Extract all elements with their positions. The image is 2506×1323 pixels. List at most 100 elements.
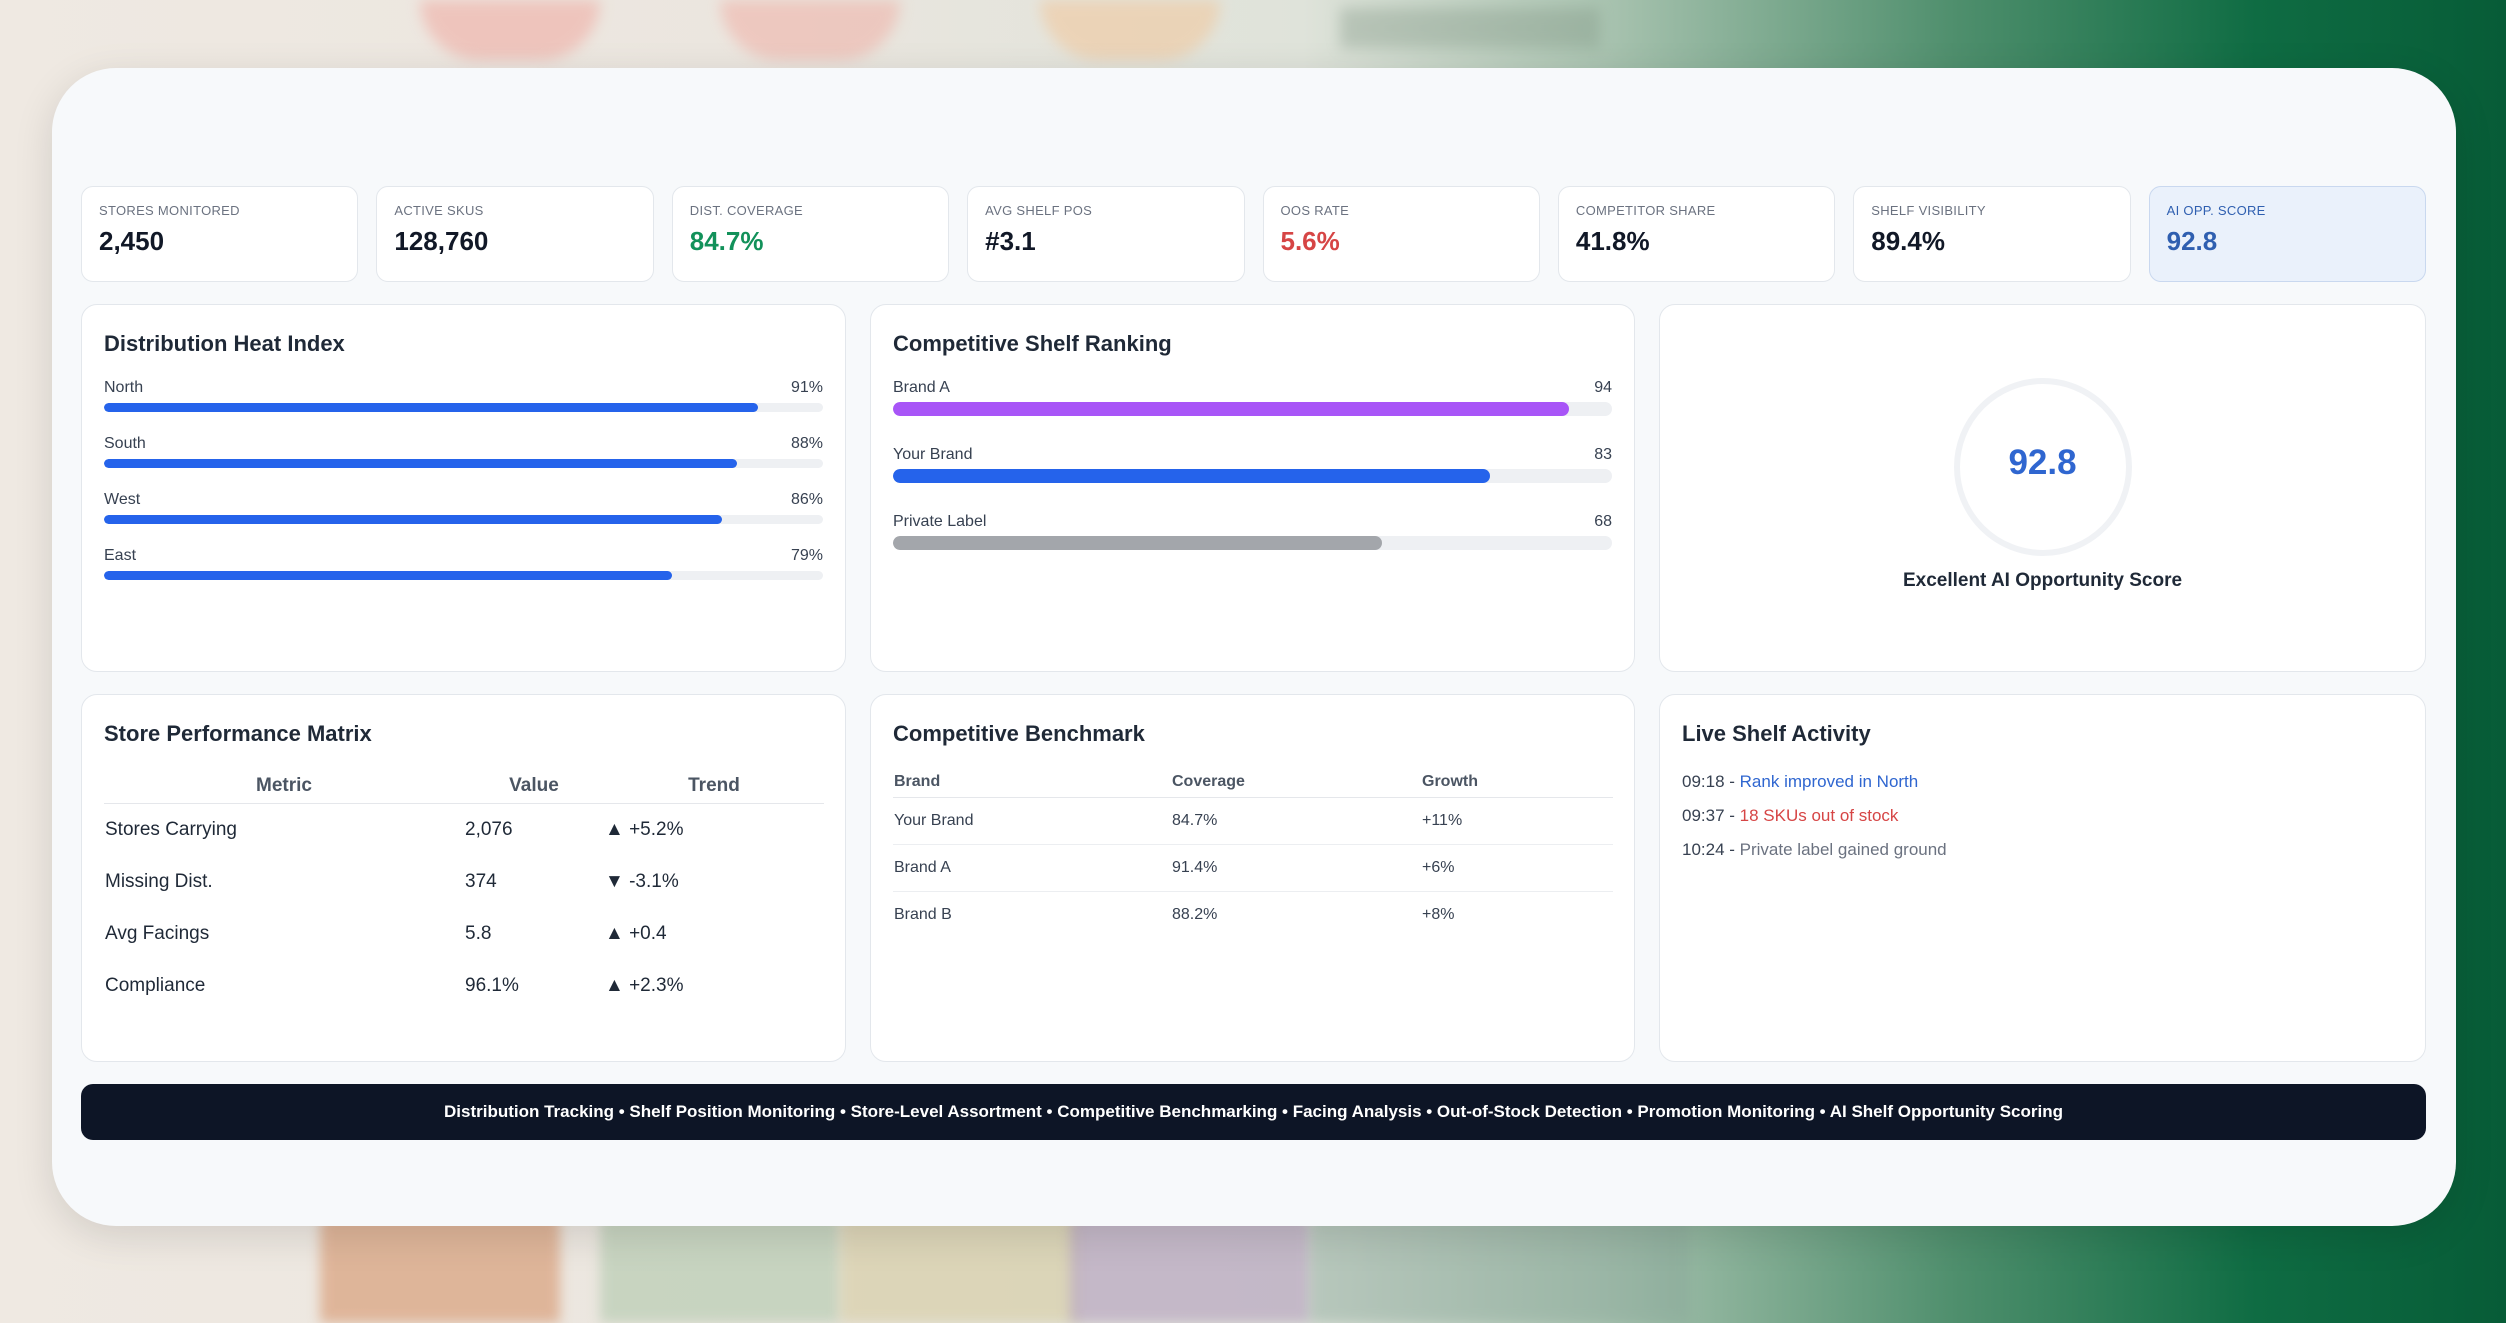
progress-track [104,571,823,580]
distribution-row: West 86% [104,491,823,531]
kpi-value: 92.8 [2166,226,2218,256]
table-row[interactable]: Missing Dist. 374 ▼ -3.1% [104,856,824,908]
progress-fill [104,403,759,412]
activity-item[interactable]: 09:18 - Rank improved in North [1682,772,1919,791]
panel-title: Competitive Shelf Ranking [893,331,1172,356]
column-header: Trend [604,769,824,804]
kpi-avg-shelf-pos[interactable]: AVG SHELF POS #3.1 [967,186,1245,282]
table-row[interactable]: Avg Facings 5.8 ▲ +0.4 [104,908,824,960]
panel-title: Store Performance Matrix [104,721,372,746]
kpi-label: AVG SHELF POS [985,203,1093,218]
metric-trend: ▲ +0.4 [605,923,667,944]
brand-growth: +11% [1421,797,1613,845]
activity-text: Private label gained ground [1739,840,1947,859]
score-caption: Excellent AI Opportunity Score [1902,570,2183,591]
table-row[interactable]: Brand A 91.4% +6% [893,844,1613,892]
metric-value: 374 [465,871,497,892]
feature-list: Distribution Tracking • Shelf Position M… [444,1102,2063,1121]
region-value: 86% [790,491,823,508]
kpi-value: 41.8% [1575,226,1650,256]
kpi-value: 128,760 [394,226,489,256]
brand-label: Your Brand [893,446,973,463]
kpi-shelf-visibility[interactable]: SHELF VISIBILITY 89.4% [1853,186,2131,282]
activity-time: 09:18 [1682,772,1725,791]
table-row[interactable]: Stores Carrying 2,076 ▲ +5.2% [104,804,824,857]
store-performance-matrix-panel: Store Performance Matrix Metric Value Tr… [81,694,846,1062]
kpi-value: 2,450 [99,226,165,256]
brand-label: Private Label [893,513,987,530]
table-row[interactable]: Your Brand 84.7% +11% [893,797,1613,845]
brand-name: Your Brand [893,797,1171,845]
activity-time: 09:37 [1682,806,1725,825]
activity-item[interactable]: 10:24 - Private label gained ground [1682,840,1947,859]
activity-text: 18 SKUs out of stock [1739,806,1899,825]
kpi-label: AI OPP. SCORE [2166,203,2266,218]
kpi-label: STORES MONITORED [99,203,240,218]
region-label: West [104,491,141,508]
table-row[interactable]: Compliance 96.1% ▲ +2.3% [104,960,824,1012]
panel-title: Distribution Heat Index [104,331,345,356]
progress-fill [104,515,723,524]
metric-trend: ▲ +5.2% [605,819,684,840]
region-label: South [104,435,146,452]
region-label: East [104,547,137,564]
kpi-active-skus[interactable]: ACTIVE SKUS 128,760 [376,186,654,282]
progress-fill [893,469,1490,483]
progress-track [893,402,1612,416]
score-value: 92.8 [2008,443,2077,482]
progress-track [893,536,1612,550]
progress-fill [893,536,1382,550]
brand-coverage: 84.7% [1171,797,1421,845]
brand-score: 68 [1594,513,1612,530]
brand-name: Brand B [894,906,952,923]
kpi-stores-monitored[interactable]: STORES MONITORED 2,450 [81,186,359,282]
progress-track [893,469,1612,483]
region-value: 91% [790,379,823,396]
kpi-label: ACTIVE SKUS [394,203,484,218]
brand-score: 83 [1594,446,1612,463]
ranking-row: Brand A 94 [893,379,1612,419]
table-row[interactable]: Brand B 88.2% +8% [893,892,1613,939]
distribution-row: North 91% [104,379,823,419]
kpi-oos-rate[interactable]: OOS RATE 5.6% [1262,186,1540,282]
dashboard-card: STORES MONITORED 2,450 ACTIVE SKUS 128,7… [52,68,2456,1226]
brand-coverage: 91.4% [1171,844,1421,892]
metric-name: Compliance [105,975,206,996]
progress-fill [104,459,737,468]
distribution-row: South 88% [104,435,823,475]
metric-value: 5.8 [465,923,492,944]
table-header-row: Brand Coverage Growth [893,767,1613,798]
metric-name: Missing Dist. [105,871,213,892]
progress-track [104,403,823,412]
activity-feed: 09:18 - Rank improved in North 09:37 - 1… [1682,765,1947,867]
activity-text: Rank improved in North [1739,772,1919,791]
kpi-label: OOS RATE [1280,203,1350,218]
brand-growth: +8% [1422,906,1455,923]
metric-value: 96.1% [465,975,519,996]
activity-time: 10:24 [1682,840,1725,859]
brand-coverage: 88.2% [1172,906,1218,923]
ranking-row: Private Label 68 [893,513,1612,553]
progress-fill [893,402,1569,416]
metric-name: Stores Carrying [105,819,237,840]
kpi-competitor-share[interactable]: COMPETITOR SHARE 41.8% [1557,186,1836,282]
kpi-value: #3.1 [985,226,1036,256]
column-header: Brand [893,767,1171,798]
column-header: Value [464,769,604,804]
feature-footer-bar: Distribution Tracking • Shelf Position M… [81,1084,2426,1140]
kpi-ai-opp-score[interactable]: AI OPP. SCORE 92.8 [2148,186,2426,282]
kpi-label: COMPETITOR SHARE [1575,203,1716,218]
performance-table: Metric Value Trend Stores Carrying 2,076… [104,769,824,1012]
kpi-dist-coverage[interactable]: DIST. COVERAGE 84.7% [671,186,950,282]
kpi-value: 5.6% [1280,226,1340,256]
progress-track [104,459,823,468]
ai-opportunity-score-panel: 92.8 Excellent AI Opportunity Score [1659,304,2426,672]
ranking-row: Your Brand 83 [893,446,1612,486]
brand-label: Brand A [893,379,950,396]
panel-title: Live Shelf Activity [1682,721,1871,746]
kpi-label: DIST. COVERAGE [689,203,804,218]
progress-fill [104,571,672,580]
region-label: North [104,379,144,396]
kpi-label: SHELF VISIBILITY [1871,203,1986,218]
activity-item[interactable]: 09:37 - 18 SKUs out of stock [1682,806,1899,825]
